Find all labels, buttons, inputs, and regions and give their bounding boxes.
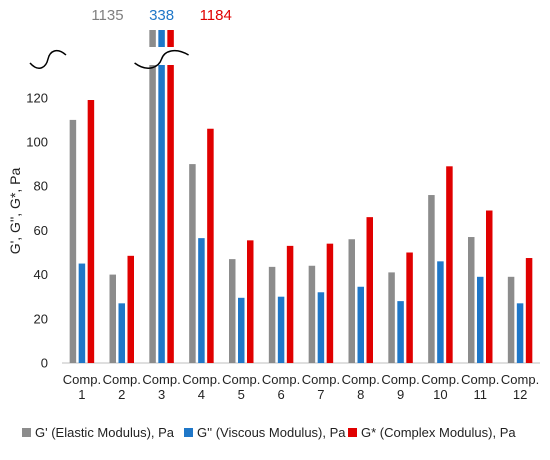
- bar: [428, 195, 435, 363]
- bar: [388, 272, 395, 363]
- bar: [516, 303, 524, 363]
- y-tick-label: 20: [34, 311, 48, 326]
- x-tick-label: 6: [277, 387, 284, 402]
- x-tick-label: Comp.: [63, 372, 101, 387]
- x-tick-label: Comp.: [103, 372, 141, 387]
- x-tick-label: 4: [198, 387, 205, 402]
- y-tick-label: 80: [34, 179, 48, 194]
- y-tick-label: 40: [34, 267, 48, 282]
- bar: [118, 303, 125, 363]
- legend-label: G* (Complex Modulus), Pa: [361, 425, 516, 440]
- bar: [158, 30, 165, 363]
- x-tick-label: 5: [238, 387, 245, 402]
- x-tick-label: Comp.: [342, 372, 380, 387]
- value-annotation: 1184: [200, 7, 232, 24]
- x-tick-label: Comp.: [501, 372, 539, 387]
- bar: [127, 255, 134, 363]
- bar: [446, 166, 453, 363]
- bar: [348, 239, 355, 363]
- x-tick-label: Comp.: [421, 372, 459, 387]
- x-tick-label: 8: [357, 387, 364, 402]
- bar: [87, 100, 95, 363]
- y-tick-label: 100: [26, 135, 48, 150]
- bar: [207, 128, 214, 363]
- bar: [109, 274, 116, 363]
- bar: [268, 266, 276, 363]
- legend-swatch: [22, 428, 31, 437]
- x-tick-label: 7: [317, 387, 324, 402]
- x-tick-label: Comp.: [381, 372, 419, 387]
- bar: [366, 217, 373, 363]
- x-tick-label: 10: [433, 387, 447, 402]
- bar: [477, 276, 484, 363]
- bar: [357, 286, 364, 363]
- bar: [189, 164, 196, 363]
- x-tick-label: 11: [474, 387, 488, 402]
- x-tick-label: Comp.: [262, 372, 300, 387]
- bar: [525, 258, 533, 363]
- legend-label: G'' (Viscous Modulus), Pa: [197, 425, 346, 440]
- bar: [229, 259, 236, 363]
- bar: [238, 297, 245, 363]
- x-tick-label: Comp.: [142, 372, 180, 387]
- x-tick-label: Comp.: [461, 372, 499, 387]
- legend-label: G' (Elastic Modulus), Pa: [35, 425, 175, 440]
- x-tick-label: 3: [158, 387, 165, 402]
- x-tick-label: 9: [397, 387, 404, 402]
- value-annotation: 338: [149, 7, 174, 24]
- y-axis-label: G', G'', G*, Pa: [7, 167, 23, 254]
- bar: [406, 252, 413, 363]
- x-tick-label: 2: [118, 387, 125, 402]
- bar: [507, 276, 515, 363]
- y-tick-label: 120: [26, 90, 48, 105]
- y-tick-label: 0: [41, 356, 48, 371]
- bar: [78, 263, 86, 363]
- x-tick-label: 12: [513, 387, 527, 402]
- x-tick-label: Comp.: [302, 372, 340, 387]
- y-tick-label: 60: [34, 223, 48, 238]
- bar: [308, 265, 316, 363]
- bar: [286, 245, 294, 363]
- bar: [69, 119, 77, 364]
- value-annotation: 1135: [91, 7, 123, 24]
- x-tick-label: Comp.: [182, 372, 220, 387]
- axis-break-gap: [145, 47, 178, 65]
- bar: [486, 210, 493, 363]
- bar: [198, 238, 205, 363]
- bar: [149, 30, 156, 363]
- bar: [326, 243, 334, 363]
- bar: [317, 292, 325, 363]
- axis-break-mark: [134, 49, 189, 69]
- x-tick-label: 1: [78, 387, 85, 402]
- legend-swatch: [348, 428, 357, 437]
- bar: [468, 237, 475, 363]
- bar: [397, 301, 404, 363]
- axis-break-mark: [29, 49, 67, 69]
- x-tick-label: Comp.: [222, 372, 260, 387]
- legend-swatch: [184, 428, 193, 437]
- bar: [247, 240, 254, 363]
- bar: [277, 296, 285, 363]
- bar: [167, 30, 174, 363]
- bar: [437, 261, 444, 363]
